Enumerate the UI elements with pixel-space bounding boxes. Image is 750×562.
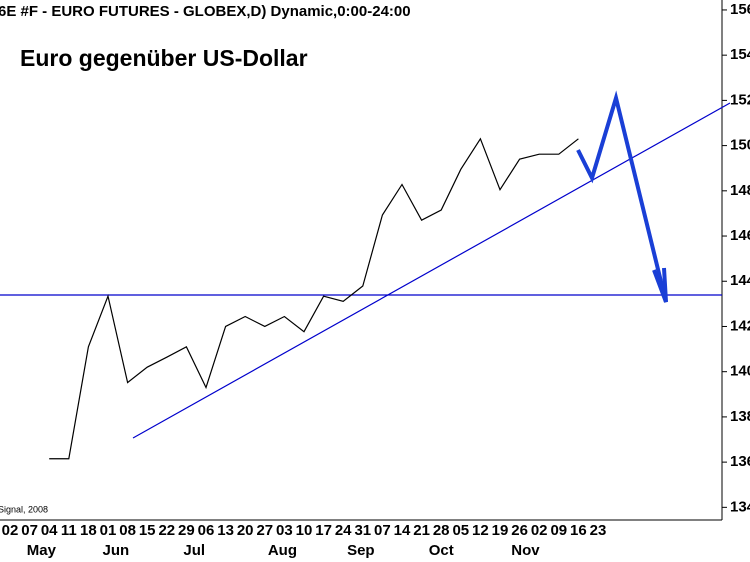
x-tick-label: 20 bbox=[237, 522, 254, 539]
month-label: Nov bbox=[511, 542, 540, 559]
y-tick-label: 14000 bbox=[730, 363, 750, 380]
x-tick-label: 04 bbox=[41, 522, 58, 539]
x-tick-label: 16 bbox=[570, 522, 587, 539]
month-label: Sep bbox=[347, 542, 375, 559]
y-tick-label: 15400 bbox=[730, 46, 750, 63]
x-tick-label: 09 bbox=[550, 522, 567, 539]
x-tick-label: 23 bbox=[590, 522, 607, 539]
x-tick-label: 18 bbox=[80, 522, 97, 539]
y-tick-label: 14400 bbox=[730, 272, 750, 289]
x-tick-label: 07 bbox=[374, 522, 391, 539]
projection-arrow bbox=[576, 90, 668, 303]
x-tick-label: 12 bbox=[472, 522, 489, 539]
month-label: Oct bbox=[429, 542, 454, 559]
month-label: May bbox=[27, 542, 57, 559]
y-tick-label: 13600 bbox=[730, 453, 750, 470]
x-tick-label: 08 bbox=[119, 522, 136, 539]
x-tick-label: 29 bbox=[178, 522, 195, 539]
y-tick-label: 13400 bbox=[730, 498, 750, 515]
x-tick-label: 11 bbox=[61, 522, 77, 539]
y-tick-label: 14200 bbox=[730, 317, 750, 334]
price-line bbox=[49, 137, 579, 460]
x-tick-label: 07 bbox=[21, 522, 38, 539]
copyright: Signal, 2008 bbox=[0, 504, 48, 514]
month-label: Jul bbox=[183, 542, 205, 559]
x-tick-label: 17 bbox=[315, 522, 332, 539]
y-tick-label: 15200 bbox=[730, 91, 750, 108]
x-tick-label: 28 bbox=[433, 522, 450, 539]
x-tick-label: 14 bbox=[394, 522, 411, 539]
y-tick-label: 14600 bbox=[730, 227, 750, 244]
x-tick-label: 24 bbox=[335, 522, 352, 539]
header: 6E #F - EURO FUTURES - GLOBEX,D) Dynamic… bbox=[0, 3, 411, 20]
x-tick-label: 21 bbox=[413, 522, 430, 539]
x-tick-label: 13 bbox=[217, 522, 234, 539]
x-tick-label: 15 bbox=[139, 522, 156, 539]
x-tick-label: 03 bbox=[276, 522, 293, 539]
x-tick-label: 26 bbox=[511, 522, 528, 539]
x-tick-label: 31 bbox=[354, 522, 371, 539]
x-tick-label: 27 bbox=[256, 522, 273, 539]
y-tick-label: 15600 bbox=[730, 1, 750, 18]
month-label: Jun bbox=[103, 542, 130, 559]
x-tick-label: 10 bbox=[296, 522, 313, 539]
x-tick-label: 05 bbox=[452, 522, 469, 539]
x-tick-label: 01 bbox=[100, 522, 117, 539]
y-tick-label: 14800 bbox=[730, 182, 750, 199]
x-tick-label: 02 bbox=[2, 522, 19, 539]
arrow-head bbox=[652, 267, 668, 303]
x-tick-label: 06 bbox=[198, 522, 215, 539]
y-tick-label: 15000 bbox=[730, 137, 750, 154]
x-tick-label: 02 bbox=[531, 522, 548, 539]
chart-title: Euro gegenüber US-Dollar bbox=[20, 45, 308, 71]
y-tick-label: 13800 bbox=[730, 408, 750, 425]
x-tick-label: 22 bbox=[158, 522, 175, 539]
x-tick-label: 19 bbox=[492, 522, 509, 539]
month-label: Aug bbox=[268, 542, 297, 559]
